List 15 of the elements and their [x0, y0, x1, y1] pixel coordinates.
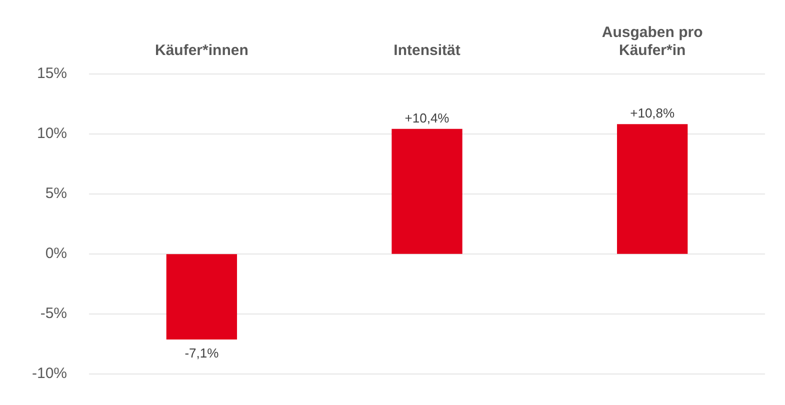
y-tick-label: -5%	[40, 305, 68, 322]
y-tick-label: 10%	[36, 125, 68, 142]
bar	[166, 254, 238, 340]
bar	[392, 128, 462, 254]
x-tick-label: Käufer*innen	[155, 42, 248, 60]
x-tick-label: Intensität	[394, 42, 460, 60]
data-label: -7,1%	[184, 345, 220, 360]
y-tick-label: 5%	[45, 185, 68, 202]
data-label: +10,8%	[630, 105, 676, 120]
y-tick-label: 15%	[36, 65, 68, 82]
data-label: +10,4%	[404, 110, 450, 126]
x-tick-label: Ausgaben pro Käufer*in	[602, 24, 703, 60]
y-tick-label: 0%	[45, 245, 68, 262]
y-tick-label: -10%	[32, 365, 68, 382]
bar	[617, 124, 688, 254]
